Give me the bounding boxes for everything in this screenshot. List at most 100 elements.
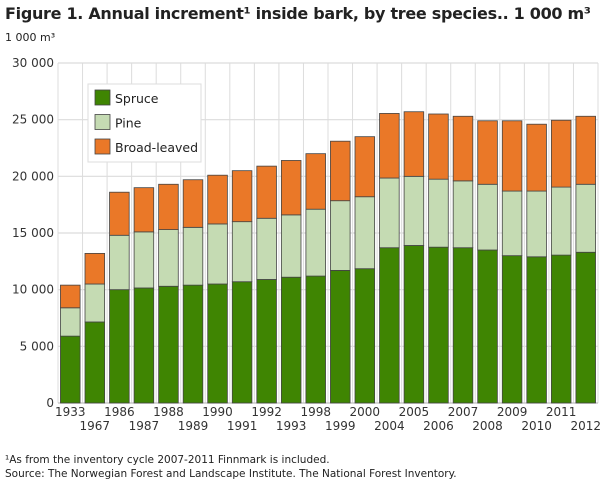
bar-pine-1989[interactable] — [182, 226, 204, 286]
bar-pine-1986[interactable] — [109, 234, 130, 291]
bar-broad-leaved-2011[interactable] — [550, 119, 572, 188]
bar-spruce-2004[interactable] — [379, 247, 400, 404]
bar-spruce-1987[interactable] — [133, 287, 155, 404]
bar-spruce-1933[interactable] — [60, 335, 81, 404]
legend: Spruce Pine Broad-leaved — [87, 83, 202, 163]
x-tick-label: 1998 — [300, 405, 331, 419]
bar-broad-leaved-1992[interactable] — [256, 165, 277, 219]
bar-spruce-2012[interactable] — [575, 251, 596, 404]
x-tick-label: 1987 — [129, 419, 160, 433]
bar-spruce-1999[interactable] — [330, 269, 351, 404]
bar-spruce-1998[interactable] — [305, 275, 326, 404]
bar-spruce-2009[interactable] — [501, 255, 523, 404]
bar-pine-1992[interactable] — [256, 217, 277, 280]
bar-pine-2010[interactable] — [526, 190, 547, 258]
bar-pine-1990[interactable] — [207, 223, 228, 285]
y-tick-label: 5 000 — [20, 339, 54, 353]
x-tick-label: 1990 — [202, 405, 233, 419]
bar-pine-1967[interactable] — [84, 283, 106, 323]
y-tick-label: 0 — [46, 396, 54, 410]
bar-pine-1998[interactable] — [305, 208, 326, 277]
x-tick-label: 1993 — [276, 419, 307, 433]
bar-broad-leaved-1999[interactable] — [330, 140, 351, 202]
bar-broad-leaved-1998[interactable] — [305, 153, 326, 210]
chart-title: Figure 1. Annual increment¹ inside bark,… — [5, 4, 591, 23]
legend-swatch-spruce — [94, 89, 111, 106]
bar-broad-leaved-1991[interactable] — [231, 170, 253, 223]
y-tick-label: 10 000 — [12, 283, 54, 297]
x-tick-label: 1967 — [80, 419, 111, 433]
x-tick-label: 2010 — [521, 419, 552, 433]
y-tick-label: 15 000 — [12, 226, 54, 240]
x-tick-label: 1999 — [325, 419, 356, 433]
bar-broad-leaved-2007[interactable] — [452, 115, 474, 182]
bar-pine-2007[interactable] — [452, 180, 474, 249]
bar-broad-leaved-1967[interactable] — [84, 252, 106, 285]
bar-pine-2005[interactable] — [403, 175, 425, 246]
x-tick-label: 2008 — [472, 419, 503, 433]
bar-pine-2012[interactable] — [575, 183, 596, 253]
bar-pine-1993[interactable] — [280, 214, 302, 278]
x-tick-label: 2011 — [546, 405, 577, 419]
bar-broad-leaved-2004[interactable] — [379, 113, 400, 179]
bar-spruce-1967[interactable] — [84, 321, 106, 404]
bar-pine-2006[interactable] — [428, 178, 449, 248]
bar-broad-leaved-1990[interactable] — [207, 174, 228, 225]
bar-spruce-2007[interactable] — [452, 247, 474, 404]
bar-pine-1933[interactable] — [60, 307, 81, 337]
bar-spruce-2010[interactable] — [526, 256, 547, 404]
x-tick-label: 2000 — [350, 405, 381, 419]
legend-label: Broad-leaved — [115, 140, 198, 155]
bar-spruce-1992[interactable] — [256, 279, 277, 404]
bar-broad-leaved-1988[interactable] — [158, 183, 179, 230]
bar-pine-1987[interactable] — [133, 231, 155, 289]
bar-spruce-2005[interactable] — [403, 245, 425, 404]
x-tick-label: 1991 — [227, 419, 258, 433]
legend-swatch-pine — [94, 114, 111, 130]
bar-spruce-1989[interactable] — [182, 284, 204, 404]
bar-broad-leaved-2009[interactable] — [501, 120, 523, 192]
bar-broad-leaved-2010[interactable] — [526, 123, 547, 192]
bar-spruce-1993[interactable] — [280, 276, 302, 404]
bar-pine-2011[interactable] — [550, 186, 572, 256]
bar-broad-leaved-1933[interactable] — [60, 284, 81, 309]
bar-pine-1988[interactable] — [158, 229, 179, 287]
x-tick-label: 2009 — [497, 405, 528, 419]
legend-label: Pine — [115, 116, 142, 131]
bar-broad-leaved-2005[interactable] — [403, 111, 425, 177]
x-tick-label: 2007 — [448, 405, 479, 419]
x-tick-label: 2012 — [570, 419, 601, 433]
bar-broad-leaved-2008[interactable] — [477, 120, 498, 185]
bar-broad-leaved-2006[interactable] — [428, 113, 449, 180]
bar-broad-leaved-1993[interactable] — [280, 160, 302, 216]
x-tick-label: 1933 — [55, 405, 86, 419]
bar-broad-leaved-1987[interactable] — [133, 187, 155, 233]
bar-spruce-2006[interactable] — [428, 246, 449, 404]
bar-pine-2009[interactable] — [501, 190, 523, 257]
bar-spruce-1990[interactable] — [207, 283, 228, 404]
bar-pine-1999[interactable] — [330, 200, 351, 271]
bar-spruce-1986[interactable] — [109, 289, 130, 404]
x-tick-label: 2005 — [399, 405, 430, 419]
bar-broad-leaved-1989[interactable] — [182, 179, 204, 228]
x-tick-label: 1988 — [153, 405, 184, 419]
bar-broad-leaved-1986[interactable] — [109, 191, 130, 236]
y-tick-label: 30 000 — [12, 56, 54, 70]
bar-spruce-1988[interactable] — [158, 285, 179, 404]
y-tick-label: 25 000 — [12, 113, 54, 127]
bar-broad-leaved-2012[interactable] — [575, 115, 596, 185]
x-tick-label: 1992 — [251, 405, 282, 419]
bar-pine-2004[interactable] — [379, 177, 400, 249]
y-tick-label: 20 000 — [12, 169, 54, 183]
bar-pine-2000[interactable] — [354, 196, 376, 270]
legend-label: Spruce — [115, 91, 159, 106]
bar-pine-1991[interactable] — [231, 221, 253, 283]
bar-spruce-2011[interactable] — [550, 254, 572, 404]
bar-broad-leaved-2000[interactable] — [354, 136, 376, 198]
bar-pine-2008[interactable] — [477, 183, 498, 251]
source-note: Source: The Norwegian Forest and Landsca… — [5, 468, 457, 480]
bar-spruce-1991[interactable] — [231, 281, 253, 404]
bar-spruce-2000[interactable] — [354, 268, 376, 404]
bar-spruce-2008[interactable] — [477, 249, 498, 404]
